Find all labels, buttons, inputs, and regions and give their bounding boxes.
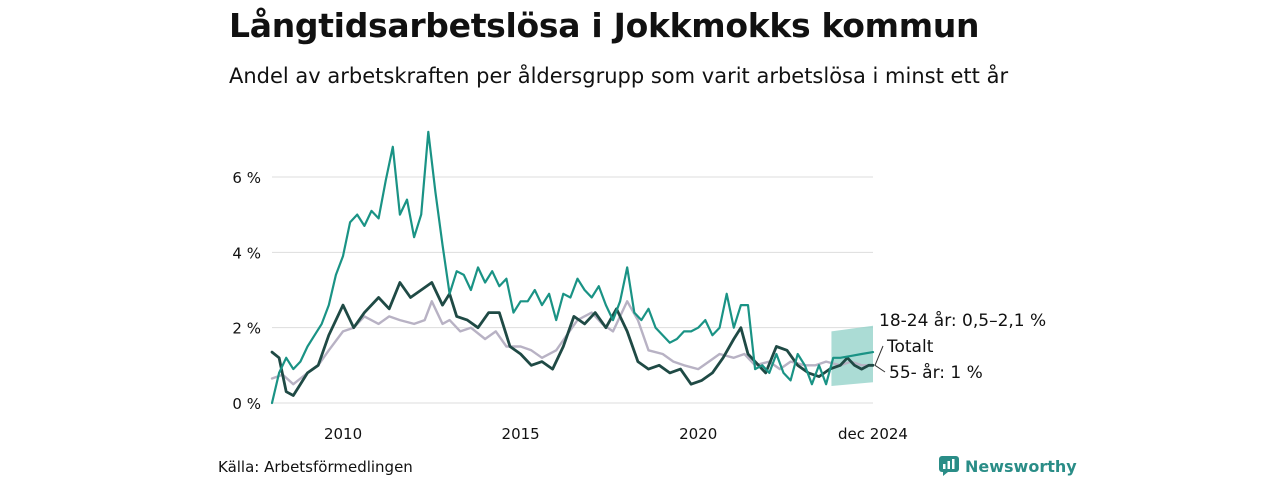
x-tick-label: 2020 <box>679 425 717 443</box>
source-note: Källa: Arbetsförmedlingen <box>218 458 413 476</box>
y-tick-label: 0 % <box>232 395 261 413</box>
y-tick-label: 4 % <box>232 244 261 262</box>
x-tick-label: dec 2024 <box>838 425 908 443</box>
grid-lines <box>272 176 873 404</box>
series-line-total <box>270 281 875 397</box>
chart-title: Långtidsarbetslösa i Jokkmokks kommun <box>229 6 980 45</box>
y-axis-ticks: 0 % 2 % 4 % 6 % <box>232 169 261 413</box>
x-tick-label: 2010 <box>324 425 362 443</box>
end-labels: 18-24 år: 0,5–2,1 % Totalt 55- år: 1 % <box>874 310 1046 383</box>
series-lines <box>270 130 875 405</box>
x-tick-label: 2015 <box>502 425 540 443</box>
brand-logo[interactable]: Newsworthy <box>939 456 1077 476</box>
leader-line-old <box>874 364 886 373</box>
end-label-old: 55- år: 1 % <box>889 362 983 383</box>
series-line-youth <box>270 130 875 405</box>
brand-label: Newsworthy <box>965 456 1077 476</box>
y-tick-label: 6 % <box>232 169 261 187</box>
x-axis-ticks: 2010 2015 2020 dec 2024 <box>324 425 908 443</box>
y-tick-label: 2 % <box>232 320 261 338</box>
newsworthy-logo-icon <box>939 456 959 476</box>
chart-subtitle: Andel av arbetskraften per åldersgrupp s… <box>229 64 1009 88</box>
end-label-youth: 18-24 år: 0,5–2,1 % <box>879 310 1046 331</box>
end-label-total: Totalt <box>886 337 934 357</box>
leader-line-total <box>874 345 884 366</box>
